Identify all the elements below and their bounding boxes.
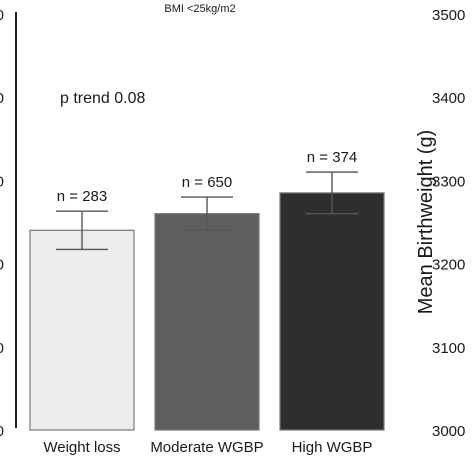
n-label: n = 650: [182, 174, 232, 191]
right-tick-label: 3100: [432, 340, 465, 357]
left-tick-label: 0: [0, 340, 4, 357]
n-label: n = 283: [57, 188, 107, 205]
x-tick-label: High WGBP: [292, 439, 373, 456]
chart-title: BMI <25kg/m2: [164, 3, 235, 15]
right-tick-label: 3200: [432, 257, 465, 274]
right-tick-label: 3000: [432, 423, 465, 440]
right-tick-label: 3500: [432, 7, 465, 24]
left-tick-label: 0: [0, 7, 4, 24]
right-tick-label: 3400: [432, 90, 465, 107]
left-tick-label: 0: [0, 173, 4, 190]
x-tick-label: Weight loss: [43, 439, 120, 456]
bar: [279, 192, 385, 431]
y-axis-label: Mean Birthweight (g): [415, 130, 437, 315]
left-tick-label: 0: [0, 257, 4, 274]
p-trend-annotation: p trend 0.08: [60, 90, 146, 107]
n-label: n = 374: [307, 149, 357, 166]
left-tick-label: 0: [0, 423, 4, 440]
right-tick-label: 3300: [432, 173, 465, 190]
bar: [29, 229, 135, 431]
x-tick-label: Moderate WGBP: [150, 439, 263, 456]
left-tick-label: 0: [0, 90, 4, 107]
bar: [154, 213, 260, 431]
